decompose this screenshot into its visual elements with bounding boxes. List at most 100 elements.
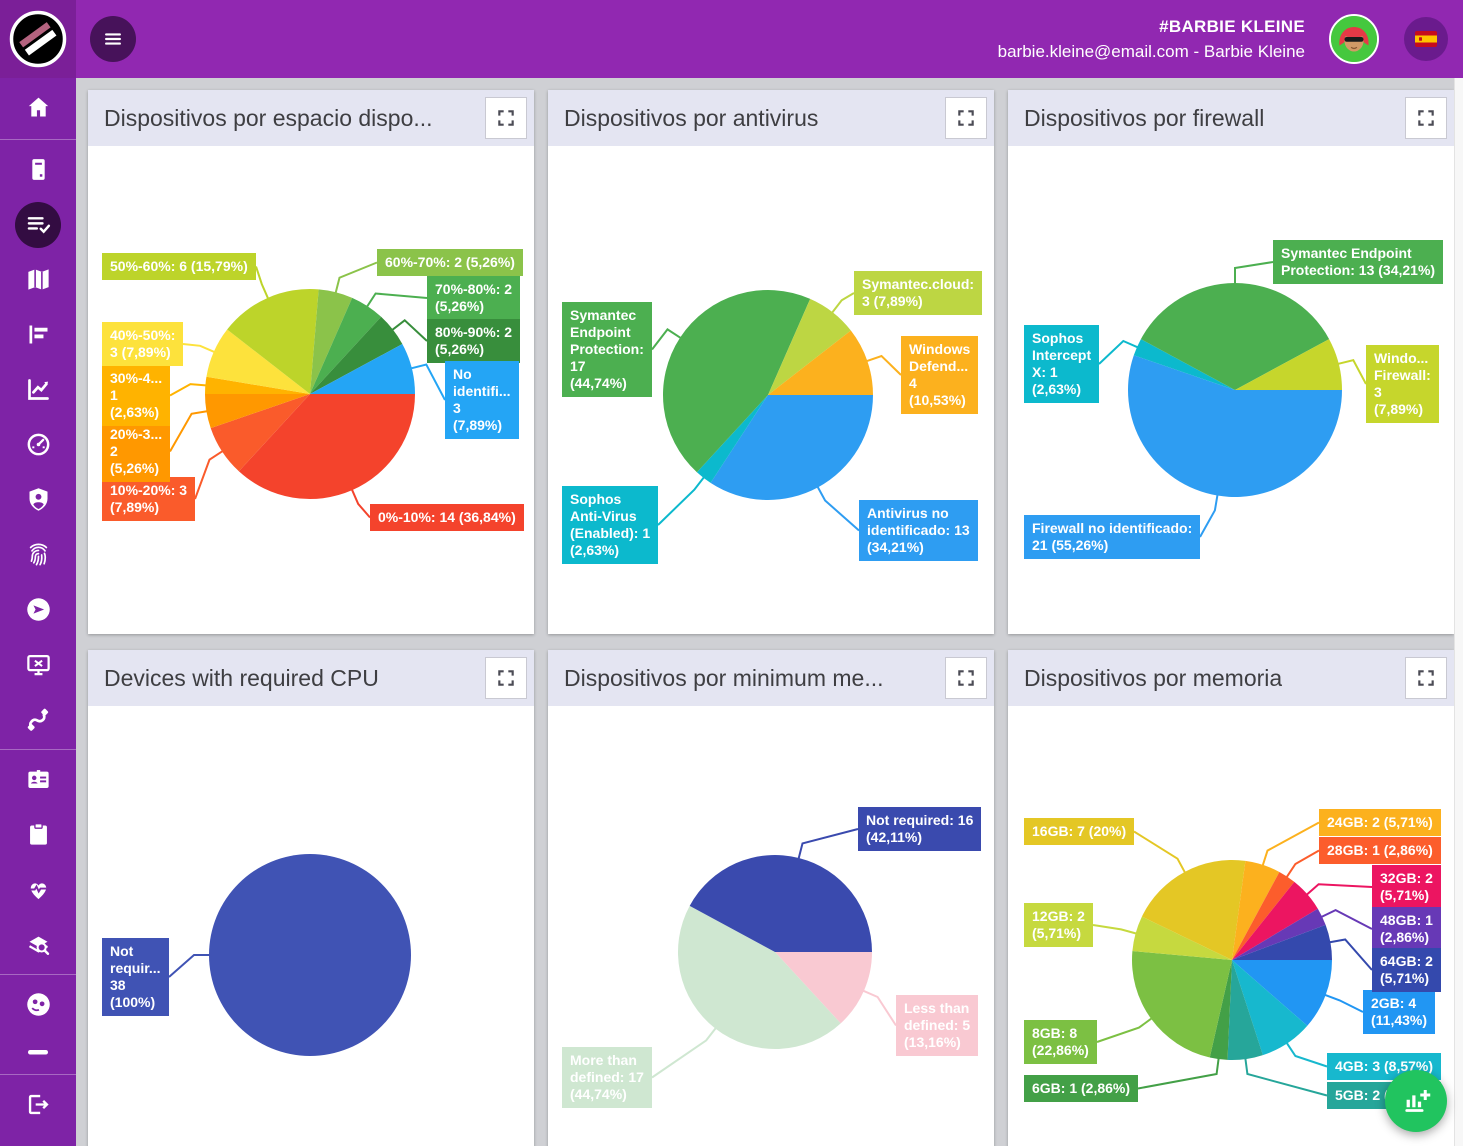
sidebar-item-remote-desktop[interactable] <box>0 637 76 692</box>
pie-slice-Less than defined[interactable] <box>775 952 872 1024</box>
pie-slice-80%-90%[interactable] <box>310 316 403 394</box>
pie-slice-Windows Defender[interactable] <box>768 330 873 395</box>
fullscreen-icon <box>958 110 974 126</box>
expand-button[interactable] <box>1405 97 1447 139</box>
chart-label-Symantec.cloud: Symantec.cloud: 3 (7,89%) <box>854 271 983 316</box>
dashboard-grid: Dispositivos por espacio dispo... 0%-10%:… <box>88 90 1454 1146</box>
pie-slice-Antivirus no identificado[interactable] <box>710 395 873 500</box>
pie-slice-12GB[interactable] <box>1132 916 1232 960</box>
panel-title: Dispositivos por espacio dispo... <box>104 104 433 131</box>
label-connector <box>651 328 683 351</box>
chart-label-More than defined: More than defined: 17 (44,74%) <box>562 1047 652 1109</box>
pie-slice-48GB[interactable] <box>1232 908 1326 960</box>
panel-header: Dispositivos por antivirus <box>548 90 994 146</box>
panel-header: Dispositivos por minimum me... <box>548 650 994 706</box>
sidebar-item-search-audit[interactable] <box>0 917 76 972</box>
language-button[interactable] <box>1404 17 1448 61</box>
pie-slice-30%-40%[interactable] <box>205 376 310 394</box>
sidebar-item-shield-user[interactable] <box>0 472 76 527</box>
fullscreen-icon <box>958 670 974 686</box>
cable-icon <box>15 697 61 743</box>
sidebar-item-home[interactable] <box>0 78 76 137</box>
pie-chart <box>1092 821 1373 1097</box>
chart-label-No identificado: No identifi... 3 (7,89%) <box>445 361 519 440</box>
pie-slice-Symantec Endpoint Protection[interactable] <box>663 289 811 473</box>
chart-label-Not required: Not requir... 38 (100%) <box>102 938 169 1017</box>
sidebar-nav <box>0 78 76 1146</box>
chart-label-24GB: 24GB: 2 (5,71%) <box>1319 809 1441 837</box>
pie-slice-20%-30%[interactable] <box>205 394 310 429</box>
pie-slice-Not required[interactable] <box>689 854 872 952</box>
pie-slice-More than defined[interactable] <box>677 905 841 1050</box>
pie-slice-64GB[interactable] <box>1232 924 1332 960</box>
sidebar-divider <box>0 139 76 140</box>
pie-slice-Sophos Anti-Virus (Enabled)[interactable] <box>696 395 768 483</box>
add-chart-fab[interactable] <box>1385 1070 1447 1132</box>
expand-button[interactable] <box>945 657 987 699</box>
avatar[interactable] <box>1329 14 1379 64</box>
pie-slice-24GB[interactable] <box>1232 860 1280 960</box>
sidebar-item-send[interactable] <box>0 582 76 637</box>
expand-button[interactable] <box>485 657 527 699</box>
pie-slice-28GB[interactable] <box>1232 871 1295 960</box>
dashboard-content: Dispositivos por espacio dispo... 0%-10%:… <box>76 78 1454 1146</box>
pie-slice-8GB[interactable] <box>1131 951 1232 1058</box>
pie-slice-70%-80%[interactable] <box>310 297 382 394</box>
sidebar-item-users[interactable] <box>0 977 76 1032</box>
pie-slice-60%-70%[interactable] <box>310 289 353 394</box>
sidebar-item-dash[interactable] <box>0 1032 76 1072</box>
clipboard-icon <box>15 812 61 858</box>
id-card-icon <box>15 757 61 803</box>
expand-button[interactable] <box>485 97 527 139</box>
sidebar-item-clipboard[interactable] <box>0 807 76 862</box>
pie-slice-No identificado[interactable] <box>310 344 415 394</box>
chart-label-48GB: 48GB: 1 (2,86%) <box>1372 907 1441 952</box>
chart-label-Sophos Anti-Virus (Enabled): Sophos Anti-Virus (Enabled): 1 (2,63%) <box>562 486 659 565</box>
sidebar-item-cable[interactable] <box>0 692 76 747</box>
sidebar-item-heart-pulse[interactable] <box>0 862 76 917</box>
pie-slice-Symantec.cloud[interactable] <box>768 298 851 395</box>
label-connector <box>365 292 428 309</box>
pie-slice-Symantec Endpoint Protection[interactable] <box>1140 283 1330 390</box>
pie-slice-Sophos Intercept X[interactable] <box>1133 339 1235 390</box>
pie-slice-4GB[interactable] <box>1232 960 1308 1056</box>
pie-slice-Firewall no identificado[interactable] <box>1128 355 1342 498</box>
sidebar-item-line-chart[interactable] <box>0 362 76 417</box>
pie-slice-40%-50%[interactable] <box>206 329 310 394</box>
menu-button[interactable] <box>90 16 136 62</box>
pie-slice-32GB[interactable] <box>1232 881 1318 960</box>
sidebar-item-map[interactable] <box>0 252 76 307</box>
sidebar-item-bar-chart[interactable] <box>0 307 76 362</box>
pie-slice-6GB[interactable] <box>1209 960 1232 1060</box>
heart-pulse-icon <box>15 867 61 913</box>
sidebar-item-gauge[interactable] <box>0 417 76 472</box>
pie-slice-10%-20%[interactable] <box>210 394 310 472</box>
label-connector <box>390 318 428 342</box>
pie-slice-50%-60%[interactable] <box>227 289 319 394</box>
scrollbar[interactable] <box>1454 78 1463 1146</box>
pie-slice-0%-10%[interactable] <box>238 394 415 499</box>
pie-slice-Not required[interactable] <box>209 854 411 1056</box>
sidebar-item-id-card[interactable] <box>0 752 76 807</box>
sidebar-item-fingerprint[interactable] <box>0 527 76 582</box>
users-icon <box>15 982 61 1028</box>
pie-slice-Windows Firewall[interactable] <box>1235 339 1342 390</box>
sidebar-divider <box>0 749 76 750</box>
bar-chart-icon <box>15 312 61 358</box>
expand-button[interactable] <box>945 97 987 139</box>
expand-button[interactable] <box>1405 657 1447 699</box>
user-info-block: #BARBIE KLEINE barbie.kleine@email.com -… <box>998 0 1305 78</box>
pie-slice-2GB[interactable] <box>1232 960 1332 1026</box>
panel-header: Dispositivos por espacio dispo... <box>88 90 534 146</box>
pie-chart <box>651 289 902 532</box>
send-icon <box>15 587 61 633</box>
chart-label-12GB: 12GB: 2 (5,71%) <box>1024 903 1093 948</box>
chart-label-Not required: Not required: 16 (42,11%) <box>858 807 982 852</box>
sidebar-item-device-audit[interactable] <box>0 197 76 252</box>
label-connector <box>1098 339 1140 365</box>
pie-slice-16GB[interactable] <box>1141 860 1246 960</box>
sidebar-item-logout[interactable] <box>0 1077 76 1132</box>
pie-slice-5GB[interactable] <box>1227 960 1263 1061</box>
app-logo[interactable] <box>0 0 76 78</box>
sidebar-item-devices[interactable] <box>0 142 76 197</box>
